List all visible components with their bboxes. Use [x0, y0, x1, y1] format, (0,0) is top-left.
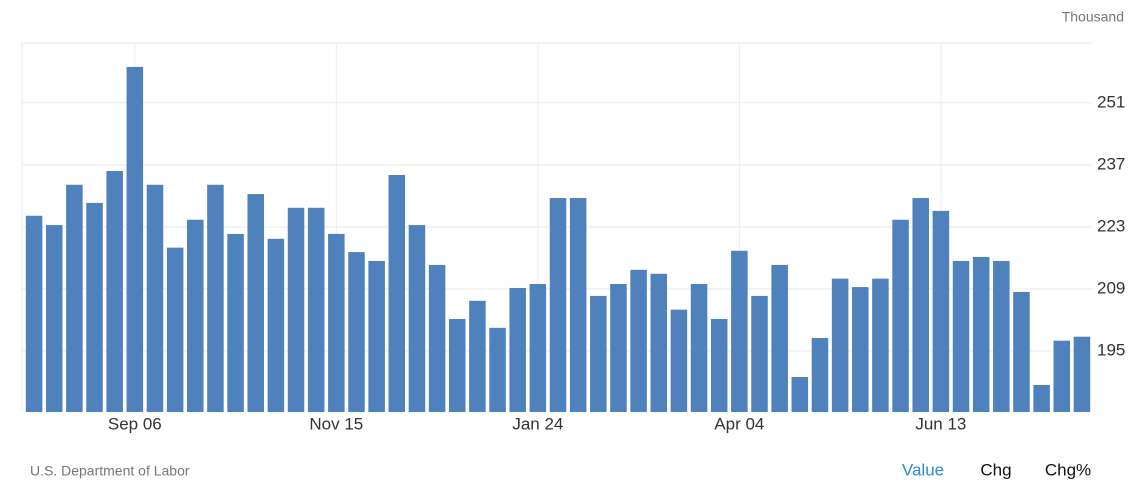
bar	[569, 198, 587, 412]
bar	[630, 269, 647, 412]
bar	[388, 175, 406, 412]
bar	[187, 219, 204, 412]
y-tick-label: 223	[1097, 216, 1125, 235]
bar	[1013, 291, 1030, 412]
bar	[307, 207, 325, 412]
bar	[993, 260, 1010, 412]
bar	[791, 377, 809, 412]
bar	[1053, 340, 1071, 412]
y-tick-label: 195	[1097, 340, 1125, 359]
bar	[287, 207, 305, 412]
bar	[448, 318, 466, 412]
bar	[771, 264, 788, 412]
bar	[912, 198, 929, 412]
bar	[25, 215, 43, 412]
bar	[610, 283, 627, 412]
bar	[428, 264, 446, 412]
bar	[247, 194, 264, 412]
tab-chg-pct[interactable]: Chg%	[1045, 460, 1091, 479]
y-tick-label: 237	[1097, 154, 1125, 173]
bar	[509, 287, 526, 412]
bar	[972, 256, 990, 412]
bar	[126, 66, 144, 412]
unit-label: Thousand	[1062, 9, 1124, 25]
source: U.S. Department of Labor	[30, 463, 190, 479]
bar	[489, 327, 506, 412]
tab-chg[interactable]: Chg	[980, 460, 1011, 479]
bar	[690, 283, 708, 412]
x-tick-label: Jun 13	[915, 414, 966, 433]
bar	[549, 198, 567, 412]
bar	[368, 260, 385, 412]
bar	[932, 210, 950, 412]
bar	[831, 278, 849, 412]
bar	[146, 184, 164, 412]
bar	[469, 300, 486, 412]
bar	[408, 225, 426, 412]
bar	[590, 295, 607, 412]
bar	[1033, 384, 1050, 412]
bar	[267, 238, 285, 412]
bar	[166, 247, 184, 412]
bar	[348, 252, 365, 412]
bar	[207, 184, 224, 412]
bar	[529, 283, 547, 412]
x-tick-label: Apr 04	[714, 414, 764, 433]
bar	[811, 338, 829, 412]
bar	[650, 273, 668, 412]
bar	[872, 278, 889, 412]
bar	[852, 287, 869, 412]
bar	[751, 295, 768, 412]
tab-value[interactable]: Value	[902, 460, 944, 479]
bar	[710, 318, 728, 412]
x-tick-label: Jan 24	[512, 414, 563, 433]
bar	[731, 250, 748, 412]
y-tick-label: 209	[1097, 278, 1125, 297]
bar	[892, 219, 909, 412]
bar	[1073, 336, 1091, 412]
y-tick-label: 251	[1097, 92, 1125, 111]
x-tick-label: Sep 06	[108, 414, 162, 433]
bar	[106, 171, 123, 412]
bar	[952, 260, 970, 412]
bar	[66, 184, 83, 412]
bar	[227, 233, 244, 412]
bar	[670, 309, 688, 412]
bar	[328, 233, 345, 412]
bar	[86, 202, 103, 412]
bar	[45, 225, 63, 412]
x-tick-label: Nov 15	[309, 414, 363, 433]
